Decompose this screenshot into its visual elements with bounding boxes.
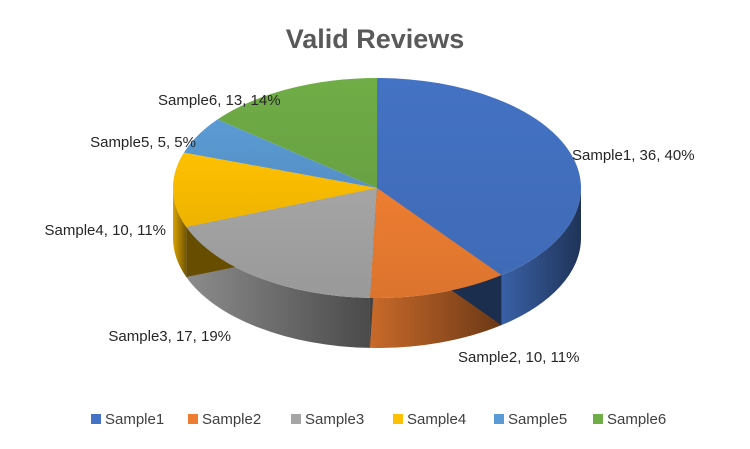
pie-slices xyxy=(173,78,581,298)
legend-label: Sample6 xyxy=(607,411,666,428)
legend-item-sample1: Sample1 xyxy=(91,411,164,428)
legend-label: Sample5 xyxy=(508,411,567,428)
slice-sample1 xyxy=(377,78,581,276)
legend-label: Sample2 xyxy=(202,411,261,428)
legend-swatch xyxy=(188,414,198,424)
data-label-sample6: Sample6, 13, 14% xyxy=(158,92,281,109)
legend-swatch xyxy=(291,414,301,424)
slice-sample4 xyxy=(173,152,377,228)
legend-item-sample3: Sample3 xyxy=(291,411,364,428)
data-label-sample5: Sample5, 5, 5% xyxy=(90,134,196,151)
legend-item-sample5: Sample5 xyxy=(494,411,567,428)
legend-swatch xyxy=(593,414,603,424)
legend-item-sample6: Sample6 xyxy=(593,411,666,428)
legend-item-sample2: Sample2 xyxy=(188,411,261,428)
data-label-sample3: Sample3, 17, 19% xyxy=(108,328,231,345)
slice-sample5 xyxy=(183,119,377,188)
data-label-sample1: Sample1, 36, 40% xyxy=(572,147,695,164)
data-labels: Sample1, 36, 40% Sample2, 10, 11% Sample3,… xyxy=(45,92,695,366)
legend-item-sample4: Sample4 xyxy=(393,411,466,428)
legend-label: Sample1 xyxy=(105,411,164,428)
slice-sample3 xyxy=(186,188,377,298)
legend-swatch xyxy=(91,414,101,424)
legend: Sample1 Sample2 Sample3 Sample4 Sample5 Sampl… xyxy=(91,411,666,428)
data-label-sample4: Sample4, 10, 11% xyxy=(45,222,166,239)
slice-sample2 xyxy=(369,188,502,298)
data-label-sample2: Sample2, 10, 11% xyxy=(458,349,579,366)
slice-side-sample4 xyxy=(173,188,187,278)
slice-side-sample3 xyxy=(186,227,370,348)
legend-label: Sample3 xyxy=(305,411,364,428)
legend-swatch xyxy=(494,414,504,424)
slice-sample6 xyxy=(217,78,377,188)
legend-swatch xyxy=(393,414,403,424)
legend-label: Sample4 xyxy=(407,411,466,428)
slice-side-sample1 xyxy=(501,188,581,326)
chart-title: Valid Reviews xyxy=(286,24,465,54)
